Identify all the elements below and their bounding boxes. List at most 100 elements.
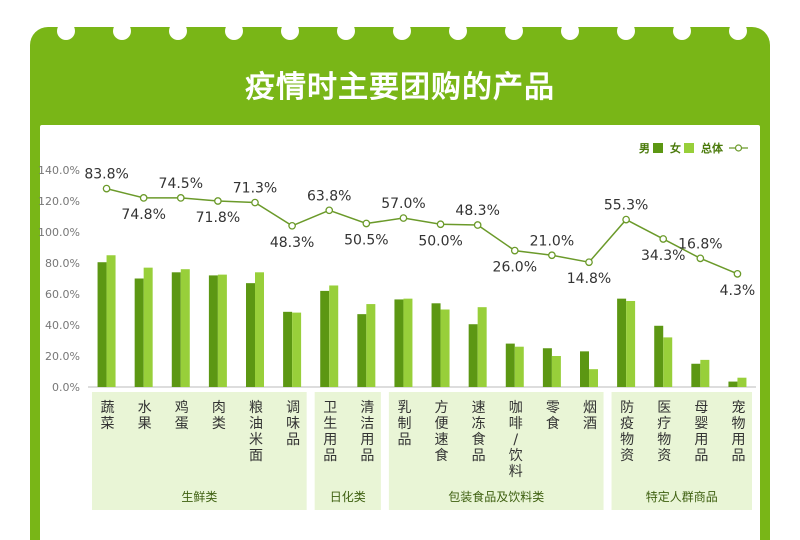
bar-male <box>728 381 738 387</box>
total-data-label: 83.8% <box>84 167 128 183</box>
bar-female <box>477 307 487 387</box>
total-point <box>102 184 111 193</box>
category-label: 粮油米面 <box>249 400 263 464</box>
total-point <box>585 258 593 267</box>
bar-female <box>217 274 227 387</box>
category-label: 医疗物资 <box>657 400 671 464</box>
bar-female <box>589 369 598 387</box>
total-point <box>696 254 705 263</box>
total-point <box>473 221 482 229</box>
category-label: 宠物用品 <box>731 400 745 464</box>
bar-male <box>171 272 181 387</box>
bar-male <box>580 351 589 387</box>
category-label: 卫生用品 <box>323 400 337 464</box>
total-point <box>510 246 519 255</box>
category-label: 蔬菜 <box>101 400 115 432</box>
bar-female <box>700 359 710 387</box>
y-tick-label: 140.0% <box>38 164 80 177</box>
y-tick-label: 40.0% <box>45 319 80 332</box>
total-point <box>362 219 371 228</box>
total-data-label: 26.0% <box>493 260 537 276</box>
total-data-label: 50.0% <box>418 233 462 249</box>
bar-male <box>394 299 404 387</box>
bar-female <box>292 312 302 387</box>
total-point <box>325 206 334 215</box>
total-point <box>622 215 630 224</box>
total-point <box>176 194 185 202</box>
total-data-label: 55.3% <box>604 198 648 214</box>
bar-female <box>551 356 561 387</box>
bar-female <box>440 309 450 387</box>
bar-male <box>246 283 255 387</box>
total-data-label: 21.0% <box>530 233 574 249</box>
legend-female-label: 女 <box>670 141 681 155</box>
category-label: 烟酒 <box>583 400 597 432</box>
bar-female <box>663 337 673 387</box>
y-tick-label: 20.0% <box>45 350 80 363</box>
bar-male <box>691 363 701 387</box>
total-point <box>399 214 408 222</box>
bar-female <box>329 285 339 387</box>
bar-male <box>208 275 218 387</box>
category-group-label: 特定人群商品 <box>646 489 718 504</box>
category-label: 肉类 <box>212 400 226 432</box>
category-group-band <box>92 392 307 510</box>
total-data-label: 50.5% <box>344 232 388 248</box>
total-data-label: 34.3% <box>641 248 685 264</box>
category-label: 乳制品 <box>397 400 411 448</box>
total-point <box>659 235 668 243</box>
category-label: 零食 <box>546 400 560 432</box>
legend-male-swatch <box>653 143 663 153</box>
total-point <box>288 221 296 230</box>
total-data-label: 57.0% <box>381 196 425 212</box>
bar-female <box>737 377 747 387</box>
total-data-label: 71.8% <box>196 210 240 226</box>
category-group-label: 生鲜类 <box>181 490 217 504</box>
y-tick-label: 100.0% <box>38 226 80 239</box>
category-label: 速冻食品 <box>472 400 486 464</box>
bar-female <box>180 269 190 387</box>
total-point <box>251 198 259 207</box>
legend-total-label: 总体 <box>701 141 724 155</box>
bar-male <box>468 324 478 387</box>
y-tick-label: 60.0% <box>45 288 80 301</box>
category-group-label: 日化类 <box>330 490 366 504</box>
legend-total-marker <box>734 144 743 152</box>
bar-female <box>514 346 524 387</box>
total-point <box>436 220 445 229</box>
bar-male <box>134 278 144 387</box>
total-data-label: 74.8% <box>121 207 165 223</box>
total-data-label: 71.3% <box>233 181 277 197</box>
bar-female <box>255 272 264 387</box>
category-group-label: 包装食品及饮料类 <box>448 489 544 504</box>
total-data-label: 16.8% <box>678 236 722 252</box>
total-line <box>106 187 738 275</box>
category-label: 母婴用品 <box>694 400 708 464</box>
bar-male <box>654 325 664 387</box>
y-tick-label: 0.0% <box>52 381 80 394</box>
category-group-band <box>611 392 752 510</box>
bar-male <box>617 298 627 387</box>
bar-male <box>283 311 293 387</box>
legend-male-label: 男 <box>639 142 650 155</box>
bar-male <box>542 348 552 387</box>
total-point <box>214 197 222 205</box>
y-tick-label: 80.0% <box>45 257 80 270</box>
bar-male <box>97 262 107 387</box>
category-label: 清洁用品 <box>360 400 374 464</box>
total-data-label: 48.3% <box>270 235 314 251</box>
bar-male <box>357 314 367 387</box>
category-label: 方便速食 <box>435 400 449 464</box>
bar-female <box>106 255 116 387</box>
category-group-band <box>314 392 381 510</box>
total-data-label: 4.3% <box>720 283 756 299</box>
category-label: 调味品 <box>286 400 300 448</box>
total-data-label: 14.8% <box>567 271 611 287</box>
y-tick-label: 120.0% <box>38 195 80 208</box>
bar-male <box>320 290 330 387</box>
total-data-label: 48.3% <box>455 203 499 219</box>
legend: 男 女 总体 <box>639 141 748 155</box>
category-label: 防疫物资 <box>620 400 634 464</box>
